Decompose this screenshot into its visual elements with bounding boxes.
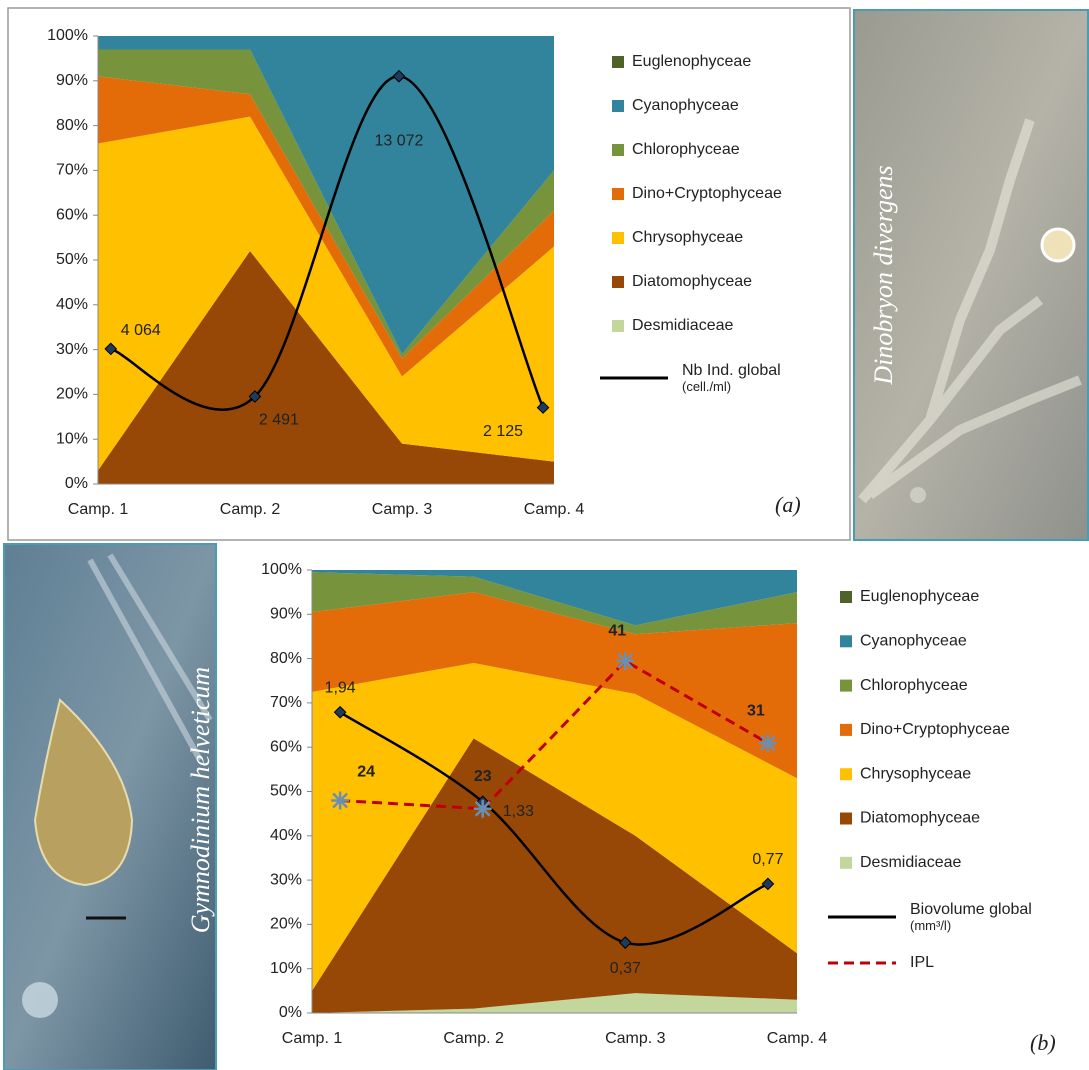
x-tick-label: Camp. 1 <box>68 501 129 518</box>
legend-swatch <box>612 232 624 244</box>
y-tick-label: 70% <box>56 162 88 179</box>
marker <box>616 652 634 670</box>
legend-label: Chlorophyceae <box>632 141 740 158</box>
legend-swatch <box>840 591 852 603</box>
marker <box>474 800 492 818</box>
legend-label: Cyanophyceae <box>860 633 967 650</box>
y-tick-label: 100% <box>261 561 302 578</box>
x-tick-label: Camp. 1 <box>282 1030 343 1047</box>
legend-swatch <box>612 188 624 200</box>
legend-label: Dino+Cryptophyceae <box>860 721 1010 738</box>
x-tick-label: Camp. 3 <box>372 501 433 518</box>
legend-label: Euglenophyceae <box>632 53 751 70</box>
x-tick-label: Camp. 2 <box>220 501 281 518</box>
data-label: 13 072 <box>374 132 423 149</box>
y-tick-label: 40% <box>56 296 88 313</box>
data-label: 1,33 <box>503 803 534 820</box>
y-tick-label: 0% <box>65 475 88 492</box>
y-tick-label: 40% <box>270 827 302 844</box>
y-tick-label: 60% <box>56 206 88 223</box>
legend-swatch <box>612 100 624 112</box>
legend-label: Euglenophyceae <box>860 588 979 605</box>
y-tick-label: 100% <box>47 27 88 44</box>
y-tick-label: 90% <box>270 606 302 623</box>
legend-swatch <box>612 320 624 332</box>
legend-label-line: (mm³/l) <box>910 918 951 933</box>
y-tick-label: 50% <box>56 251 88 268</box>
data-label: 41 <box>608 622 626 639</box>
photo-caption: Gymnodinium helveticum <box>186 667 215 933</box>
y-tick-label: 50% <box>270 783 302 800</box>
y-tick-label: 10% <box>270 960 302 977</box>
legend-swatch <box>612 276 624 288</box>
y-tick-label: 20% <box>56 386 88 403</box>
legend-swatch <box>840 768 852 780</box>
figure: Dinobryon divergens Gymnodinium helvetic… <box>0 0 1089 1070</box>
legend-swatch <box>840 680 852 692</box>
y-tick-label: 30% <box>56 341 88 358</box>
marker <box>759 734 777 752</box>
data-label: 0,37 <box>610 960 641 977</box>
x-tick-label: Camp. 2 <box>443 1030 504 1047</box>
legend-label: Diatomophyceae <box>860 810 980 827</box>
data-label: 24 <box>357 764 375 781</box>
legend-label: Biovolume global (mm³/l) <box>910 901 1036 933</box>
legend-label: IPL <box>910 954 934 971</box>
legend-label-line: (cell./ml) <box>682 379 731 394</box>
y-tick-label: 80% <box>270 650 302 667</box>
legend-label: Chrysophyceae <box>632 229 743 246</box>
data-label: 23 <box>474 768 492 785</box>
legend-label: Cyanophyceae <box>632 97 739 114</box>
legend-label: Desmidiaceae <box>632 317 733 334</box>
legend-label: Chrysophyceae <box>860 765 971 782</box>
y-tick-label: 70% <box>270 694 302 711</box>
x-tick-label: Camp. 4 <box>767 1030 828 1047</box>
photo-caption: Dinobryon divergens <box>869 165 898 385</box>
annotation: (b) <box>1030 1030 1056 1055</box>
x-tick-label: Camp. 3 <box>605 1030 666 1047</box>
y-tick-label: 80% <box>56 117 88 134</box>
legend-label: Dino+Cryptophyceae <box>632 185 782 202</box>
photo: Dinobryon divergens <box>854 10 1088 540</box>
legend-swatch <box>612 144 624 156</box>
legend-swatch <box>840 724 852 736</box>
y-tick-label: 30% <box>270 871 302 888</box>
x-tick-label: Camp. 4 <box>524 501 585 518</box>
data-label: 2 491 <box>259 412 299 429</box>
y-tick-label: 0% <box>279 1004 302 1021</box>
data-label: 2 125 <box>483 423 523 440</box>
marker <box>331 792 349 810</box>
y-tick-label: 20% <box>270 916 302 933</box>
legend-label: Diatomophyceae <box>632 273 752 290</box>
legend-label: Desmidiaceae <box>860 854 961 871</box>
y-tick-label: 60% <box>270 738 302 755</box>
photo: Gymnodinium helveticum <box>4 544 216 1070</box>
legend-label-line: Biovolume global <box>910 901 1036 918</box>
data-label: 1,94 <box>325 680 356 697</box>
legend-swatch <box>612 56 624 68</box>
y-tick-label: 10% <box>56 430 88 447</box>
legend-swatch <box>840 813 852 825</box>
annotation: (a) <box>775 492 801 517</box>
data-label: 31 <box>747 702 765 719</box>
legend-swatch <box>840 857 852 869</box>
legend-label: Chlorophyceae <box>860 677 968 694</box>
legend-label-line: Nb Ind. global <box>682 362 785 379</box>
y-tick-label: 90% <box>56 72 88 89</box>
legend-swatch <box>840 635 852 647</box>
data-label: 4 064 <box>121 322 161 339</box>
data-label: 0,77 <box>752 851 783 868</box>
